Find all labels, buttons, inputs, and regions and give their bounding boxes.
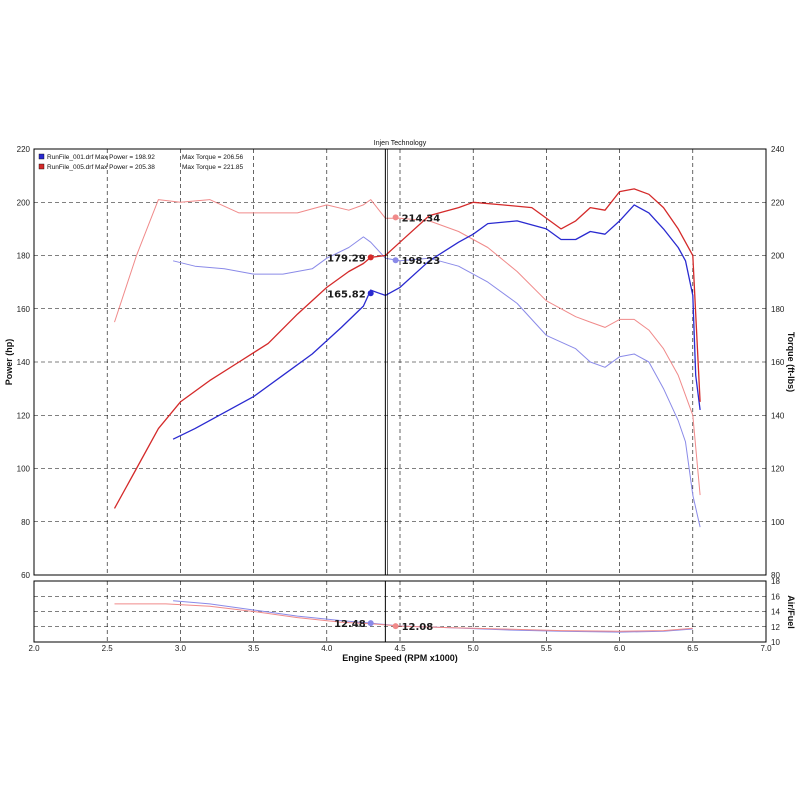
x-tick-label: 3.5 bbox=[248, 644, 260, 653]
legend: RunFile_001.drf Max Power = 198.92 Max To… bbox=[38, 153, 244, 171]
annotation-label: 12.08 bbox=[402, 622, 434, 633]
torque-tick-label: 180 bbox=[771, 305, 785, 314]
power-tick-label: 100 bbox=[17, 465, 31, 474]
main-panel: 60 80 100 120 140 160 180 200 220 80 100 120 140 160 1… bbox=[17, 145, 785, 580]
power-tick-label: 220 bbox=[17, 145, 31, 154]
x-tick-label: 2.5 bbox=[102, 644, 114, 653]
x-tick-label: 3.0 bbox=[175, 644, 187, 653]
series-line-torque-runfile-005-drf bbox=[114, 199, 701, 496]
legend-swatch bbox=[38, 153, 45, 160]
annotations: 214.34 179.29 198.23 165.82 12.48 12.08 bbox=[327, 213, 440, 633]
torque-tick-label: 220 bbox=[771, 198, 785, 207]
power-tick-label: 160 bbox=[17, 305, 31, 314]
power-tick-label: 140 bbox=[17, 358, 31, 367]
x-tick-label: 4.0 bbox=[321, 644, 333, 653]
torque-axis-title: Torque (ft-lbs) bbox=[786, 332, 796, 392]
x-tick-label: 6.5 bbox=[687, 644, 699, 653]
torque-tick-label: 200 bbox=[771, 252, 785, 261]
afr-tick-label: 18 bbox=[771, 577, 780, 586]
afr-tick-label: 10 bbox=[771, 638, 780, 647]
torque-tick-label: 160 bbox=[771, 358, 785, 367]
power-tick-label: 120 bbox=[17, 411, 31, 420]
x-tick-label: 2.0 bbox=[28, 644, 40, 653]
torque-tick-label: 240 bbox=[771, 145, 785, 154]
series-line-torque-runfile-001-drf bbox=[172, 236, 701, 528]
annotation-label: 165.82 bbox=[327, 289, 366, 300]
annotation-label: 198.23 bbox=[402, 256, 441, 267]
annotation-label: 12.48 bbox=[334, 619, 366, 630]
power-tick-label: 180 bbox=[17, 252, 31, 261]
annotation-marker bbox=[392, 623, 399, 630]
legend-file-label: RunFile_001.drf Max Power = 198.92 bbox=[47, 154, 155, 161]
legend-torque-label: Max Torque = 221.85 bbox=[182, 164, 244, 171]
chart-title: Injen Technology bbox=[374, 140, 427, 147]
legend-file-label: RunFile_005.drf Max Power = 205.38 bbox=[47, 164, 155, 171]
annotation-marker bbox=[367, 620, 374, 627]
legend-swatch bbox=[38, 163, 45, 170]
annotation-marker bbox=[392, 214, 399, 221]
annotation-marker bbox=[367, 254, 374, 261]
power-tick-label: 60 bbox=[21, 571, 30, 580]
x-tick-label: 5.5 bbox=[541, 644, 553, 653]
afr-tick-label: 14 bbox=[771, 608, 780, 617]
afr-tick-label: 12 bbox=[771, 623, 780, 632]
x-tick-label: 4.5 bbox=[394, 644, 406, 653]
afr-tick-label: 16 bbox=[771, 592, 780, 601]
power-tick-label: 200 bbox=[17, 198, 31, 207]
annotation-label: 179.29 bbox=[327, 253, 366, 264]
torque-tick-label: 120 bbox=[771, 465, 785, 474]
x-tick-label: 6.0 bbox=[614, 644, 626, 653]
power-tick-label: 80 bbox=[21, 518, 30, 527]
torque-tick-label: 80 bbox=[771, 571, 780, 580]
legend-torque-label: Max Torque = 206.56 bbox=[182, 154, 244, 161]
annotation-marker bbox=[367, 290, 374, 297]
annotation-marker bbox=[392, 257, 399, 264]
torque-tick-label: 140 bbox=[771, 411, 785, 420]
series-line-power-runfile-005-drf bbox=[113, 188, 701, 509]
air-fuel-panel: 2.0 2.5 3.0 3.5 4.0 4.5 5.0 5.5 6.0 6.5 7.010 12 14 1… bbox=[28, 577, 780, 653]
torque-tick-label: 100 bbox=[771, 518, 785, 527]
power-axis-title: Power (hp) bbox=[4, 339, 14, 386]
air-fuel-axis-title: Air/Fuel bbox=[786, 595, 796, 629]
annotation-label: 214.34 bbox=[402, 213, 441, 224]
series-line-power-runfile-001-drf bbox=[172, 204, 701, 440]
x-axis-title: Engine Speed (RPM x1000) bbox=[342, 653, 458, 663]
x-tick-label: 5.0 bbox=[468, 644, 480, 653]
x-tick-label: 7.0 bbox=[760, 644, 772, 653]
